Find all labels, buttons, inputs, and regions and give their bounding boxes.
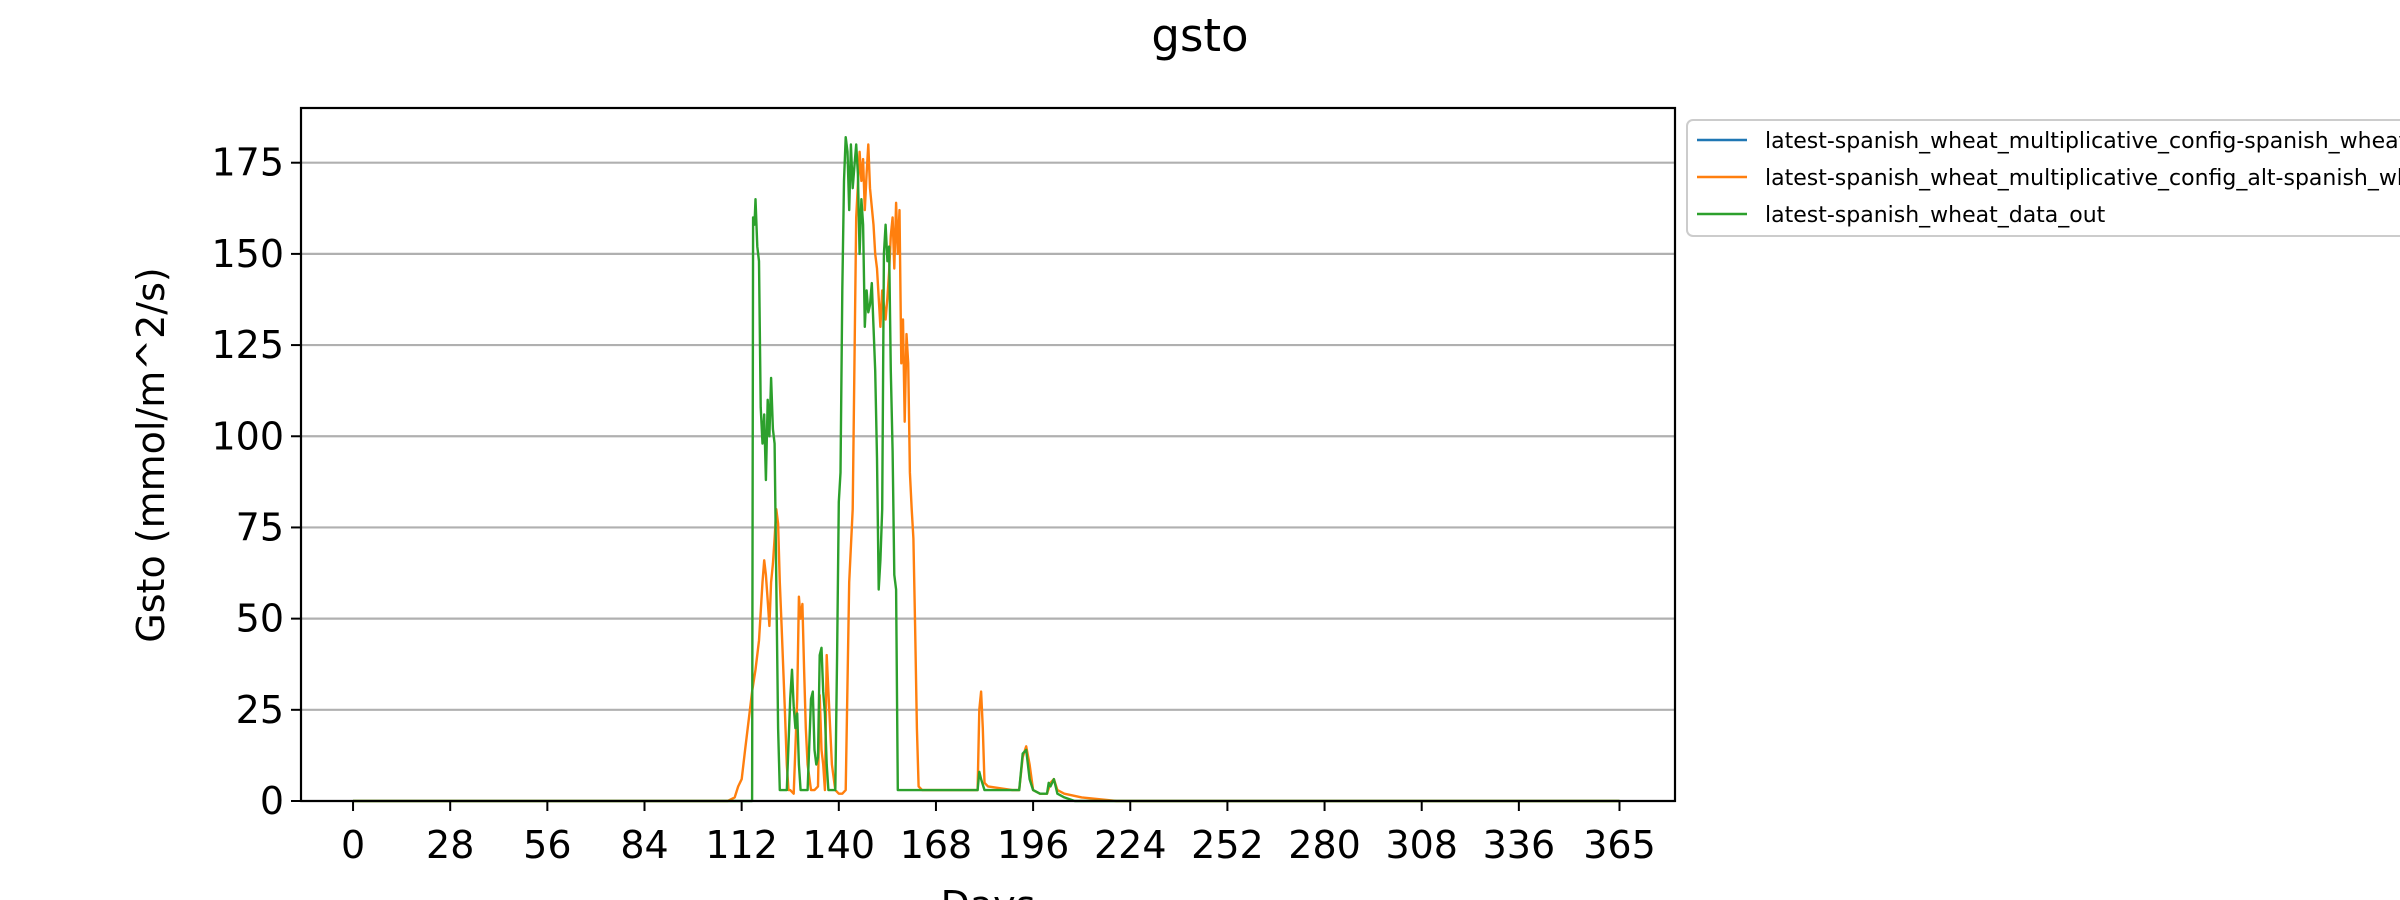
x-tick-label: 280 [1288, 823, 1361, 867]
y-tick-label: 25 [236, 688, 284, 732]
x-tick-label: 84 [620, 823, 668, 867]
x-tick-label: 308 [1385, 823, 1458, 867]
y-tick-label: 125 [211, 323, 284, 367]
axis-ticks: 0 28 56 84 112 140 168 196 224 252 280 308 336 365 0 25… [211, 141, 1655, 867]
chart-title: gsto [1151, 9, 1248, 62]
x-tick-label: 168 [900, 823, 973, 867]
y-tick-label: 0 [260, 779, 284, 823]
x-tick-label: 112 [705, 823, 778, 867]
legend-label: latest-spanish_wheat_data_out [1765, 203, 2106, 228]
y-axis-label: Gsto (mmol/m^2/s) [129, 267, 173, 642]
plot-frame [299, 106, 1677, 803]
y-tick-label: 50 [236, 597, 284, 641]
legend-label: latest-spanish_wheat_multiplicative_conf… [1765, 129, 2400, 154]
y-tick-label: 150 [211, 232, 284, 276]
y-tick-label: 100 [211, 414, 284, 458]
series-line-2 [353, 143, 1620, 803]
x-tick-label: 140 [803, 823, 876, 867]
grid-lines [301, 161, 1675, 803]
x-tick-label: 0 [341, 823, 365, 867]
legend: latest-spanish_wheat_multiplicative_conf… [1686, 119, 2400, 237]
x-tick-label: 365 [1583, 823, 1656, 867]
series-line-3 [353, 136, 1620, 803]
y-tick-label: 175 [211, 141, 284, 185]
y-tick-label: 75 [236, 505, 284, 549]
series-lines [353, 136, 1620, 803]
x-tick-label: 28 [426, 823, 474, 867]
x-axis-label: Days [941, 883, 1036, 900]
legend-box [1686, 119, 2400, 237]
legend-label: latest-spanish_wheat_multiplicative_conf… [1765, 166, 2400, 191]
x-tick-label: 252 [1191, 823, 1264, 867]
x-tick-label: 56 [523, 823, 571, 867]
x-tick-label: 336 [1483, 823, 1556, 867]
x-tick-label: 196 [997, 823, 1070, 867]
x-tick-label: 224 [1094, 823, 1167, 867]
